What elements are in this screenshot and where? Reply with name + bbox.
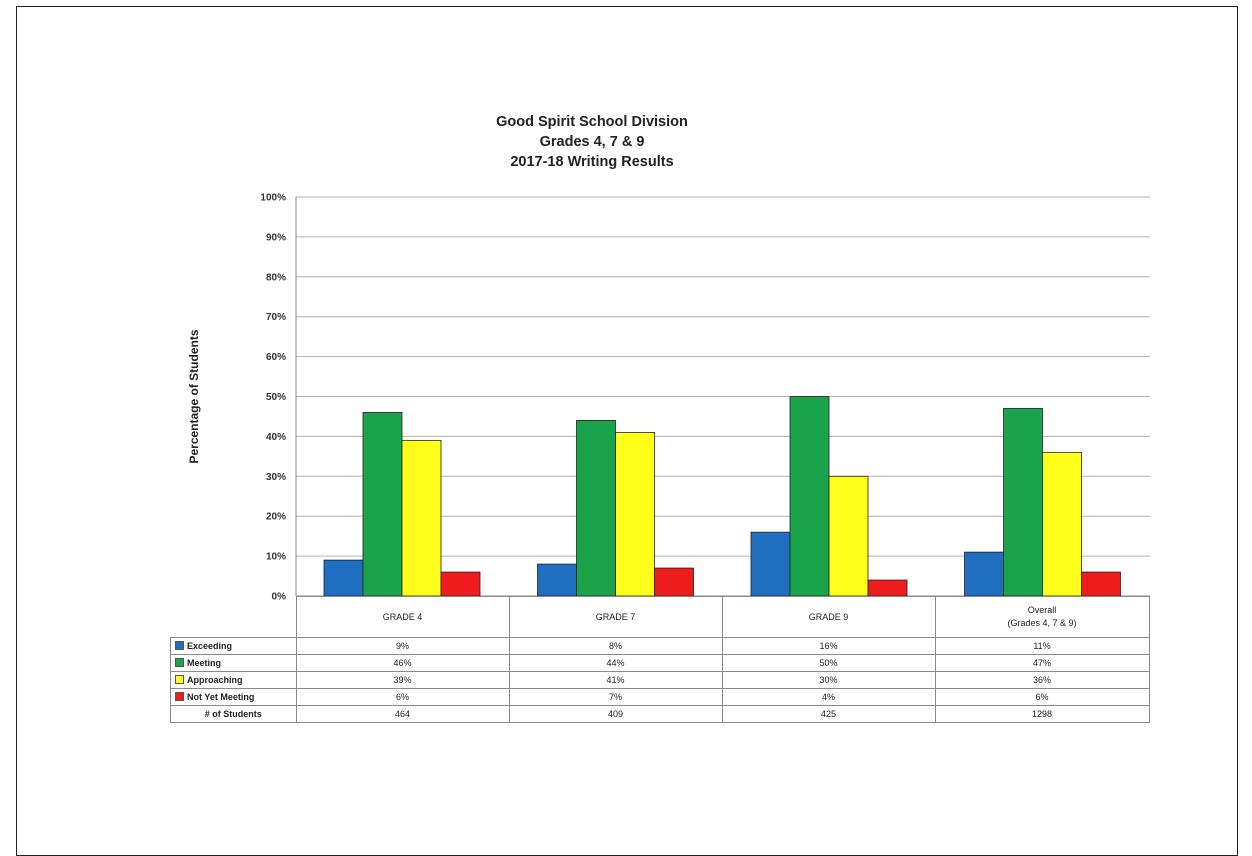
bar-meeting <box>576 420 616 597</box>
students-label: # of Students <box>170 705 297 723</box>
table-row-approaching: Approaching 39% 41% 30% 36% <box>170 671 1150 689</box>
bar-exceeding <box>323 559 364 597</box>
bar-meeting <box>362 412 403 597</box>
table-cell: 6% <box>295 688 510 706</box>
chart-title: Good Spirit School Division Grades 4, 7 … <box>392 112 792 172</box>
table-category-grade-9: GRADE 9 <box>721 596 936 638</box>
table-cell: 4% <box>721 688 936 706</box>
y-tick-label: 50% <box>266 392 286 403</box>
table-cell: 41% <box>508 671 723 689</box>
bar-not-yet-meeting <box>654 567 694 597</box>
bar-meeting <box>1003 408 1043 597</box>
table-cell: 409 <box>508 705 723 723</box>
table-cell: 36% <box>934 671 1150 689</box>
table-cell: 50% <box>721 654 936 672</box>
table-cell: 7% <box>508 688 723 706</box>
swatch-approaching <box>175 675 184 684</box>
table-cell: 11% <box>934 637 1150 655</box>
table-cell: 39% <box>295 671 510 689</box>
legend-meeting: Meeting <box>170 654 297 672</box>
category-label: GRADE 7 <box>595 612 636 622</box>
bar-approaching <box>828 475 869 597</box>
table-row-students: # of Students 464 409 425 1298 <box>170 705 1150 723</box>
table-cell: 464 <box>295 705 510 723</box>
legend-label: Exceeding <box>187 641 233 651</box>
category-label: Overall (Grades 4, 7 & 9) <box>1007 605 1077 628</box>
chart-title-line-1: Good Spirit School Division <box>496 114 688 130</box>
bar-approaching <box>401 439 442 597</box>
table-row-exceeding: Exceeding 9% 8% 16% 11% <box>170 637 1150 655</box>
bar-approaching <box>615 432 655 597</box>
table-row-not-yet-meeting: Not Yet Meeting 6% 7% 4% 6% <box>170 688 1150 706</box>
table-cell: 47% <box>934 654 1150 672</box>
chart-title-line-3: 2017-18 Writing Results <box>510 154 674 170</box>
table-cell: 44% <box>508 654 723 672</box>
legend-label: Not Yet Meeting <box>187 692 255 702</box>
y-tick-label: 100% <box>260 193 286 204</box>
table-cell: 8% <box>508 637 723 655</box>
swatch-not-yet-meeting <box>175 692 184 701</box>
table-category-overall: Overall (Grades 4, 7 & 9) <box>934 596 1150 638</box>
table-corner <box>170 596 297 638</box>
legend-label: Meeting <box>187 658 222 668</box>
table-cell: 6% <box>934 688 1150 706</box>
table-category-grade-4: GRADE 4 <box>295 596 510 638</box>
table-header-row: GRADE 4 GRADE 7 GRADE 9 Overall (Grades … <box>170 596 1150 638</box>
bar-approaching <box>1042 451 1082 597</box>
y-tick-label: 10% <box>266 552 286 563</box>
swatch-exceeding <box>175 641 184 650</box>
y-tick-label: 90% <box>266 232 286 243</box>
category-label: GRADE 4 <box>382 612 423 622</box>
y-tick-label: 20% <box>266 512 286 523</box>
bar-not-yet-meeting <box>867 579 908 597</box>
table-cell: 30% <box>721 671 936 689</box>
y-tick-label: 30% <box>266 472 286 483</box>
legend-exceeding: Exceeding <box>170 637 297 655</box>
table-category-grade-7: GRADE 7 <box>508 596 723 638</box>
table-cell: 425 <box>721 705 936 723</box>
bar-not-yet-meeting <box>1081 571 1121 597</box>
category-label: GRADE 9 <box>808 612 849 622</box>
table-row-meeting: Meeting 46% 44% 50% 47% <box>170 654 1150 672</box>
y-tick-label: 70% <box>266 312 286 323</box>
data-table: GRADE 4 GRADE 7 GRADE 9 Overall (Grades … <box>170 596 1150 723</box>
y-tick-label: 60% <box>266 352 286 363</box>
table-cell: 9% <box>295 637 510 655</box>
legend-approaching: Approaching <box>170 671 297 689</box>
bar-exceeding <box>964 551 1004 597</box>
y-tick-label: 40% <box>266 432 286 443</box>
bar-exceeding <box>750 531 791 597</box>
swatch-meeting <box>175 658 184 667</box>
legend-label: Approaching <box>187 675 243 685</box>
y-axis-label: Percentage of Students <box>187 329 201 463</box>
bar-exceeding <box>537 563 577 597</box>
bar-meeting <box>789 396 830 597</box>
y-tick-label: 80% <box>266 272 286 283</box>
table-cell: 16% <box>721 637 936 655</box>
table-cell: 1298 <box>934 705 1150 723</box>
bar-not-yet-meeting <box>440 571 481 597</box>
legend-not-yet-meeting: Not Yet Meeting <box>170 688 297 706</box>
chart-title-line-2: Grades 4, 7 & 9 <box>539 134 645 150</box>
table-cell: 46% <box>295 654 510 672</box>
